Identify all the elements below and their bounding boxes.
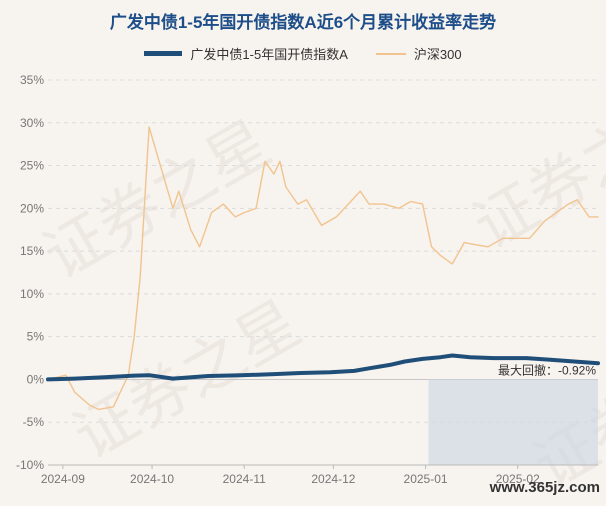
y-tick-label: 10% <box>20 287 44 301</box>
x-tick-label: 2025-02 <box>496 472 540 486</box>
max-drawdown-label: 最大回撤：-0.92% <box>498 362 596 377</box>
x-tick-label: 2024-12 <box>311 472 355 486</box>
y-tick-label: 25% <box>20 159 44 173</box>
chart-legend: 广发中债1-5年国开债指数A 沪深300 <box>0 44 606 63</box>
series-line-csi300[interactable] <box>47 126 599 411</box>
y-tick-label: -10% <box>16 458 44 472</box>
x-tick-label: 2025-01 <box>404 472 448 486</box>
y-tick-label: 20% <box>20 201 44 215</box>
x-tick-label: 2024-11 <box>223 472 266 486</box>
y-tick-label: 15% <box>20 244 44 258</box>
y-tick-label: 5% <box>27 330 45 344</box>
legend-item-bond[interactable]: 广发中债1-5年国开债指数A <box>144 44 348 63</box>
legend-item-index[interactable]: 沪深300 <box>375 44 462 63</box>
y-tick-label: -5% <box>23 415 45 429</box>
series-line-bond-fund[interactable] <box>46 353 600 382</box>
footer-url: www.365jz.com <box>489 479 600 496</box>
x-tick-label: 2024-09 <box>41 472 85 486</box>
legend-label-bond: 广发中债1-5年国开债指数A <box>190 47 348 62</box>
legend-label-index: 沪深300 <box>413 47 462 62</box>
legend-swatch-bond <box>144 51 183 56</box>
y-tick-label: 35% <box>20 73 44 87</box>
x-tick-label: 2024-10 <box>130 472 174 486</box>
y-tick-label: 0% <box>27 372 45 386</box>
y-tick-label: 30% <box>20 116 44 130</box>
chart-title: 广发中债1-5年国开债指数A近6个月累计收益率走势 <box>109 13 497 32</box>
legend-swatch-index <box>375 52 406 55</box>
drawdown-shade <box>428 379 598 465</box>
